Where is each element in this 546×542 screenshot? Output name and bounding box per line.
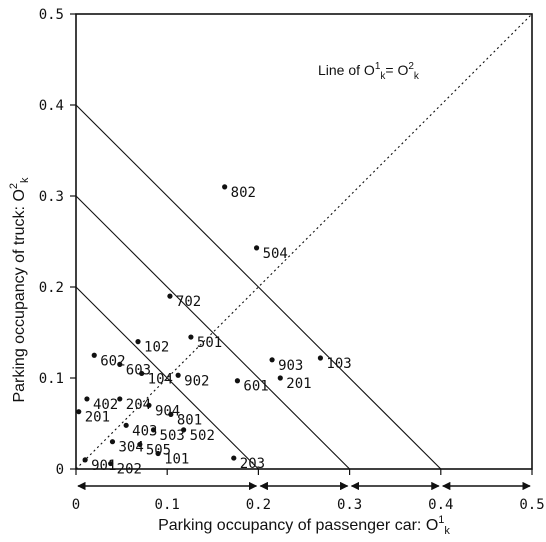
data-label-201: 201 — [85, 410, 110, 426]
data-point-501 — [188, 334, 194, 340]
data-point-201 — [277, 375, 283, 381]
x-tick-label: 0 — [72, 497, 80, 513]
iso-sum-line-0.2 — [75, 286, 259, 470]
y-tick-label: 0 — [56, 462, 64, 478]
data-label-504: 504 — [263, 246, 288, 262]
data-label-201: 201 — [286, 376, 311, 392]
reference-lines — [75, 13, 533, 470]
data-point-503 — [150, 427, 157, 433]
x-tick-label: 0.4 — [428, 497, 453, 513]
data-point-502 — [181, 427, 187, 433]
data-point-801 — [168, 411, 174, 417]
plot-frame — [75, 13, 533, 470]
data-point-902 — [175, 372, 181, 378]
data-point-304 — [109, 439, 116, 445]
data-label-505: 505 — [146, 442, 171, 458]
y-tick-label: 0.2 — [39, 280, 64, 296]
data-point-204 — [117, 396, 123, 402]
axis-ticks: 0 0.1 0.2 0.3 0.4 0.5 0 0.1 0.2 0.3 0.4 0.5 — [39, 7, 545, 513]
data-point-202 — [108, 460, 114, 467]
x-tick-label: 0.1 — [155, 497, 180, 513]
iso-sum-line-0.4 — [75, 104, 442, 470]
data-label-503: 503 — [160, 428, 185, 444]
data-label-601: 601 — [243, 379, 268, 395]
x-axis-title: Parking occupancy of passenger car: O1k — [158, 514, 450, 537]
data-point-601 — [234, 378, 241, 384]
data-label-901: 901 — [91, 458, 116, 474]
y-tick-label: 0.1 — [39, 371, 64, 387]
data-point-403 — [123, 422, 129, 428]
data-label-702: 702 — [176, 294, 201, 310]
data-point-904 — [146, 402, 152, 408]
data-label-101: 101 — [164, 452, 189, 468]
data-label-903: 903 — [278, 358, 303, 374]
data-point-903 — [269, 357, 275, 363]
plot-border — [75, 13, 533, 470]
y-tick-label: 0.5 — [39, 7, 64, 23]
data-point-702 — [167, 293, 173, 299]
y-tick-label: 0.4 — [39, 98, 64, 114]
diagonal-annotation: Line of O1k= O2k — [318, 61, 420, 82]
data-label-104: 104 — [148, 371, 173, 387]
data-point-201 — [76, 409, 82, 415]
data-point-504 — [253, 245, 260, 251]
data-label-602: 602 — [100, 353, 125, 369]
data-label-502: 502 — [190, 428, 215, 444]
data-point-101 — [155, 450, 161, 457]
data-label-204: 204 — [126, 397, 151, 413]
data-point-802 — [222, 184, 228, 190]
data-point-901 — [82, 457, 88, 463]
iso-sum-line-0.3 — [75, 195, 350, 470]
data-label-904: 904 — [155, 403, 180, 419]
data-label-902: 902 — [184, 373, 209, 389]
data-point-203 — [231, 455, 237, 461]
data-point-103 — [317, 355, 324, 361]
data-label-603: 603 — [126, 362, 151, 378]
data-point-505 — [137, 441, 143, 448]
data-label-802: 802 — [231, 185, 256, 201]
data-label-102: 102 — [144, 340, 169, 356]
data-label-403: 403 — [132, 423, 157, 439]
data-label-202: 202 — [117, 462, 142, 478]
data-point-102 — [135, 339, 141, 345]
x-tick-label: 0.2 — [246, 497, 271, 513]
data-label-402: 402 — [93, 397, 118, 413]
data-label-801: 801 — [177, 412, 202, 428]
data-label-203: 203 — [240, 456, 265, 472]
data-point-402 — [84, 396, 90, 402]
data-label-501: 501 — [197, 335, 222, 351]
equality-line — [75, 13, 533, 470]
data-point-603 — [117, 361, 123, 367]
x-tick-label: 0.5 — [519, 497, 544, 513]
x-tick-label: 0.3 — [337, 497, 362, 513]
data-point-602 — [91, 352, 97, 358]
y-axis-title: Parking occupancy of truck: O2k — [8, 177, 31, 403]
data-point-104 — [139, 370, 145, 377]
y-tick-label: 0.3 — [39, 189, 64, 205]
data-label-103: 103 — [326, 356, 351, 372]
axis-titles: Line of O1k= O2k Parking occupancy of pas… — [8, 61, 450, 537]
